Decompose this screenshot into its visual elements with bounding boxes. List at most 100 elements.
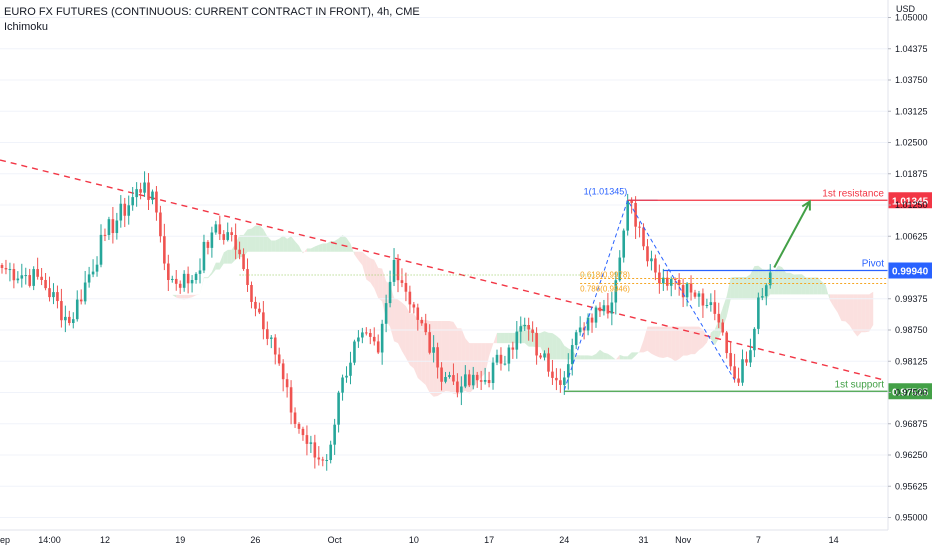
candle[interactable]	[500, 347, 503, 370]
candle[interactable]	[365, 327, 368, 335]
candle[interactable]	[706, 299, 709, 309]
candle[interactable]	[424, 314, 427, 335]
candle[interactable]	[555, 368, 558, 390]
candle[interactable]	[139, 183, 142, 200]
candle[interactable]	[658, 265, 661, 294]
candle[interactable]	[306, 425, 309, 455]
candle[interactable]	[183, 270, 186, 292]
candle[interactable]	[32, 266, 35, 290]
candle[interactable]	[167, 255, 170, 291]
candle[interactable]	[211, 227, 214, 258]
candle[interactable]	[575, 330, 578, 349]
candle[interactable]	[246, 258, 249, 292]
candle[interactable]	[5, 260, 8, 274]
candle[interactable]	[710, 293, 713, 311]
candle[interactable]	[607, 293, 610, 318]
candle[interactable]	[52, 283, 55, 304]
candle[interactable]	[155, 186, 158, 221]
candle[interactable]	[745, 351, 748, 365]
candle[interactable]	[634, 196, 637, 239]
candle[interactable]	[504, 356, 507, 366]
candle[interactable]	[646, 239, 649, 266]
candle[interactable]	[159, 206, 162, 243]
candle[interactable]	[143, 171, 146, 197]
candle[interactable]	[765, 283, 768, 305]
candle[interactable]	[215, 221, 218, 235]
candle[interactable]	[650, 251, 653, 271]
candle[interactable]	[341, 375, 344, 401]
candle[interactable]	[44, 273, 47, 290]
candle[interactable]	[28, 269, 31, 288]
candle[interactable]	[266, 321, 269, 345]
candle[interactable]	[690, 275, 693, 300]
candle[interactable]	[753, 327, 756, 357]
candle[interactable]	[488, 372, 491, 388]
candle[interactable]	[21, 264, 24, 288]
candle[interactable]	[369, 329, 372, 344]
candle[interactable]	[638, 222, 641, 238]
candle[interactable]	[286, 373, 289, 397]
candle[interactable]	[48, 277, 51, 302]
candle[interactable]	[516, 321, 519, 359]
candle[interactable]	[191, 275, 194, 292]
candle[interactable]	[702, 289, 705, 318]
candle[interactable]	[147, 173, 150, 210]
candle[interactable]	[92, 259, 95, 277]
candle[interactable]	[749, 339, 752, 367]
candle[interactable]	[512, 342, 515, 359]
candle[interactable]	[175, 270, 178, 291]
candle[interactable]	[318, 446, 321, 465]
candle[interactable]	[682, 279, 685, 308]
candle[interactable]	[389, 271, 392, 308]
candle[interactable]	[254, 297, 257, 317]
candle[interactable]	[96, 256, 99, 277]
candle[interactable]	[151, 190, 154, 205]
candle[interactable]	[131, 187, 134, 211]
candle[interactable]	[222, 230, 225, 244]
candle[interactable]	[595, 305, 598, 327]
candle[interactable]	[1, 263, 4, 273]
candle[interactable]	[64, 306, 67, 332]
candle[interactable]	[127, 196, 130, 225]
candle[interactable]	[353, 340, 356, 365]
candle[interactable]	[310, 436, 313, 453]
candle[interactable]	[401, 268, 404, 287]
candle[interactable]	[599, 302, 602, 317]
candle[interactable]	[274, 334, 277, 364]
candle[interactable]	[725, 331, 728, 359]
candle[interactable]	[17, 271, 20, 283]
candle[interactable]	[80, 289, 83, 304]
candle[interactable]	[603, 300, 606, 316]
candle[interactable]	[40, 268, 43, 285]
candle[interactable]	[333, 419, 336, 455]
candle[interactable]	[282, 359, 285, 391]
candle[interactable]	[207, 240, 210, 254]
candle[interactable]	[741, 349, 744, 385]
candle[interactable]	[349, 352, 352, 384]
candle[interactable]	[179, 280, 182, 293]
candle[interactable]	[123, 198, 126, 227]
candle[interactable]	[345, 366, 348, 383]
candle[interactable]	[757, 293, 760, 335]
candle[interactable]	[56, 286, 59, 309]
candle[interactable]	[68, 311, 71, 326]
candle[interactable]	[9, 263, 12, 282]
candle[interactable]	[120, 195, 123, 228]
candle[interactable]	[559, 369, 562, 393]
candle[interactable]	[302, 427, 305, 441]
candle[interactable]	[666, 271, 669, 291]
candle[interactable]	[492, 357, 495, 389]
candle[interactable]	[337, 391, 340, 433]
candle[interactable]	[662, 269, 665, 291]
candle[interactable]	[551, 360, 554, 385]
candle[interactable]	[84, 271, 87, 305]
candle[interactable]	[195, 272, 198, 284]
candle[interactable]	[377, 334, 380, 354]
candle[interactable]	[187, 267, 190, 294]
candle[interactable]	[104, 229, 107, 241]
candle[interactable]	[714, 290, 717, 320]
candle[interactable]	[357, 330, 360, 348]
candle[interactable]	[112, 207, 115, 244]
